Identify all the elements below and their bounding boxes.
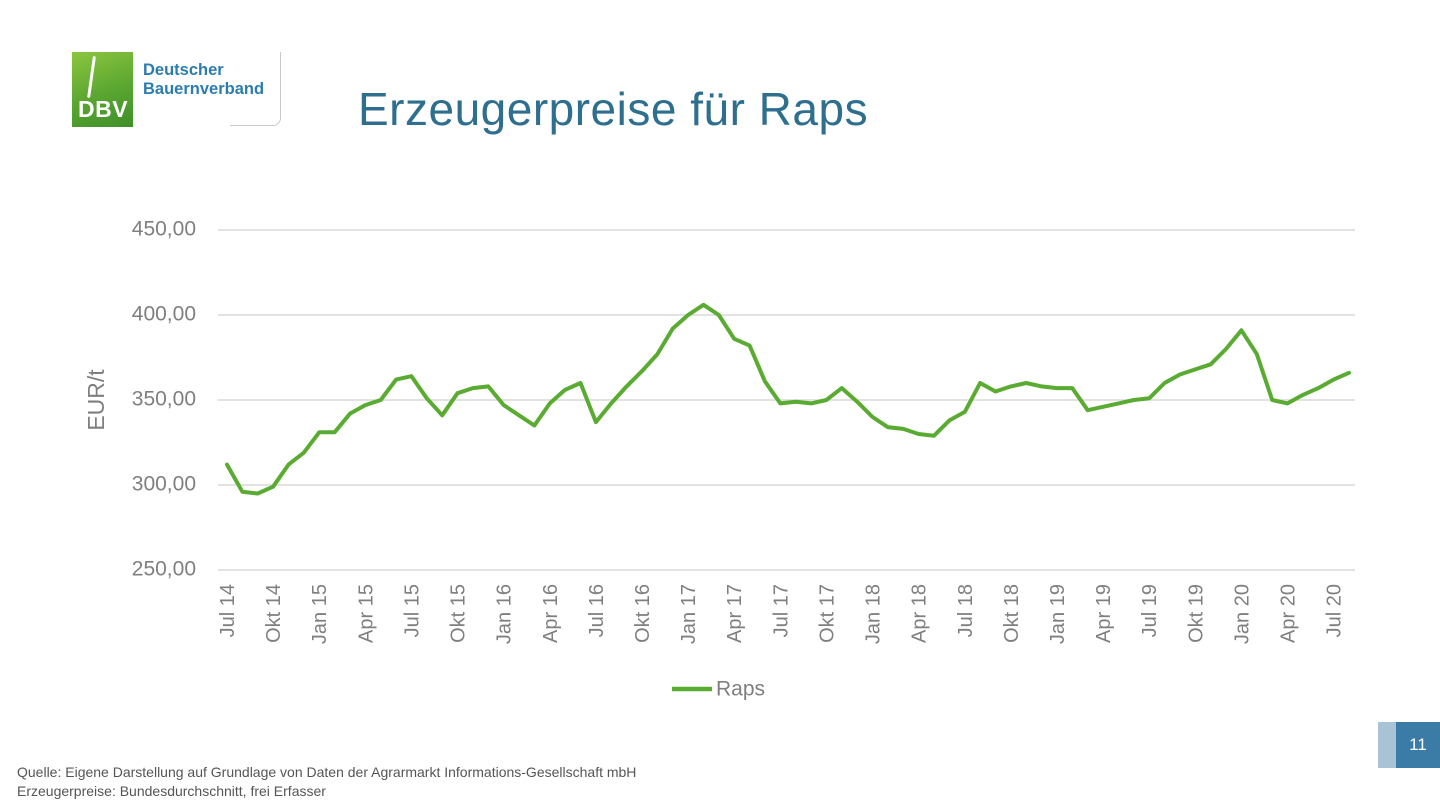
y-tick-label: 450,00 bbox=[132, 218, 196, 241]
y-tick-label: 350,00 bbox=[132, 388, 196, 411]
footnote-source: Quelle: Eigene Darstellung auf Grundlage… bbox=[17, 764, 637, 780]
source-footnote: Quelle: Eigene Darstellung auf Grundlage… bbox=[17, 763, 636, 801]
logo-name-line2: Bauernverband bbox=[143, 80, 265, 98]
x-tick-label: Jan 18 bbox=[863, 584, 885, 644]
x-tick-label: Jul 18 bbox=[955, 584, 977, 637]
x-tick-label: Apr 17 bbox=[724, 584, 746, 643]
x-tick-label: Jul 20 bbox=[1324, 584, 1346, 637]
series-line-raps bbox=[225, 302, 1351, 496]
logo-mark: DBV bbox=[72, 52, 133, 127]
x-tick-label: Okt 15 bbox=[448, 584, 470, 643]
y-tick-label: 250,00 bbox=[132, 558, 196, 581]
x-tick-label: Jul 17 bbox=[770, 584, 792, 637]
x-tick-label: Jul 16 bbox=[586, 584, 608, 637]
legend-label-raps: Raps bbox=[716, 678, 765, 701]
x-tick-label: Jan 16 bbox=[494, 584, 516, 644]
x-tick-label: Jan 17 bbox=[678, 584, 700, 644]
x-tick-label: Jul 14 bbox=[217, 584, 239, 637]
page-number: 11 bbox=[1396, 722, 1440, 768]
x-tick-label: Apr 19 bbox=[1093, 584, 1115, 643]
x-tick-label: Okt 16 bbox=[632, 584, 654, 643]
logo-frame bbox=[230, 52, 281, 126]
logo-abbreviation: DBV bbox=[77, 96, 129, 122]
dbv-logo: DBV Deutscher Bauernverband bbox=[72, 52, 284, 130]
x-tick-label: Okt 14 bbox=[263, 584, 285, 643]
logo-name-line1: Deutscher bbox=[143, 61, 224, 79]
page-title: Erzeugerpreise für Raps bbox=[358, 83, 869, 135]
page-number-tab bbox=[1378, 722, 1396, 768]
x-tick-label: Okt 19 bbox=[1185, 584, 1207, 643]
logo-name: Deutscher Bauernverband bbox=[143, 61, 264, 99]
x-tick-label: Jan 15 bbox=[309, 584, 331, 644]
x-tick-label: Jul 19 bbox=[1139, 584, 1161, 637]
x-tick-label: Jan 19 bbox=[1047, 584, 1069, 644]
y-tick-label: 400,00 bbox=[132, 303, 196, 326]
x-tick-label: Apr 16 bbox=[540, 584, 562, 643]
y-axis-label: EUR/t bbox=[83, 369, 109, 431]
y-tick-label: 300,00 bbox=[132, 473, 196, 496]
x-tick-label: Jan 20 bbox=[1231, 584, 1253, 644]
footnote-definition: Erzeugerpreise: Bundesdurchschnitt, frei… bbox=[17, 783, 326, 799]
x-tick-label: Okt 17 bbox=[816, 584, 838, 643]
x-tick-label: Okt 18 bbox=[1001, 584, 1023, 643]
x-tick-label: Apr 18 bbox=[909, 584, 931, 643]
x-tick-label: Jul 15 bbox=[401, 584, 423, 637]
x-tick-label: Apr 15 bbox=[355, 584, 377, 643]
x-tick-label: Apr 20 bbox=[1278, 584, 1300, 643]
